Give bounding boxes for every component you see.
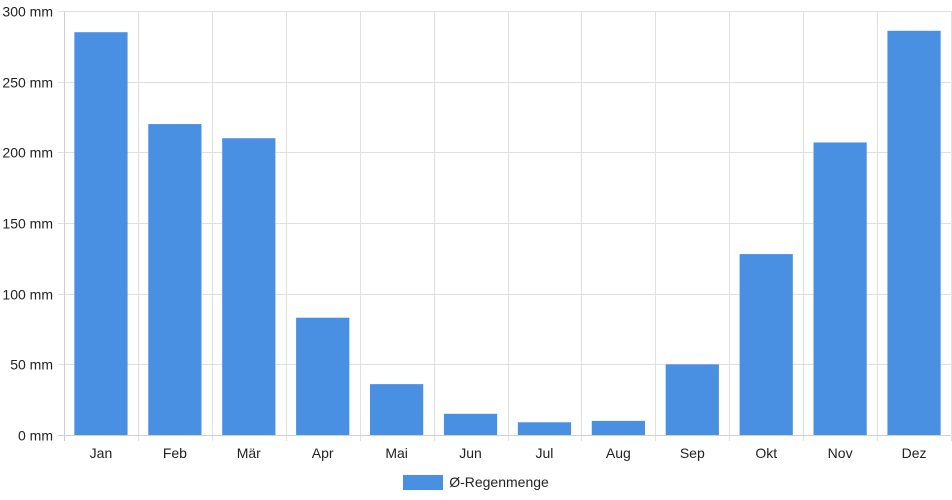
x-tick-label: Apr: [312, 445, 334, 461]
bars: [74, 30, 941, 436]
x-tick-label: Okt: [755, 445, 777, 461]
y-tick-label: 100 mm: [2, 287, 53, 303]
bar-Jul[interactable]: [517, 422, 572, 435]
y-tick-label: 250 mm: [2, 75, 53, 91]
y-tick-label: 300 mm: [2, 4, 53, 20]
legend[interactable]: Ø-Regenmenge: [0, 472, 952, 492]
bar-Jan[interactable]: [74, 32, 128, 435]
axes: [58, 11, 951, 441]
bar-Dez[interactable]: [887, 30, 941, 435]
grid-lines: [58, 11, 952, 441]
bar-Apr[interactable]: [296, 317, 350, 435]
bar-Nov[interactable]: [813, 142, 867, 435]
y-tick-label: 50 mm: [10, 357, 53, 373]
bar-Jun[interactable]: [443, 413, 498, 435]
bar-Mai[interactable]: [370, 384, 424, 435]
x-tick-label: Jan: [90, 445, 113, 461]
legend-swatch: [403, 474, 444, 490]
bar-Aug[interactable]: [591, 420, 645, 435]
x-tick-label: Jul: [536, 445, 554, 461]
y-tick-label: 200 mm: [2, 145, 53, 161]
x-tick-label: Nov: [828, 445, 853, 461]
bar-Mär[interactable]: [222, 138, 276, 435]
x-tick-label: Feb: [163, 445, 187, 461]
bar-Sep[interactable]: [665, 364, 719, 435]
y-tick-label: 150 mm: [2, 216, 53, 232]
x-tick-label: Mai: [385, 445, 408, 461]
y-axis-tick-labels: 0 mm 50 mm 100 mm 150 mm 200 mm 250 mm 300 mm: [2, 4, 53, 444]
x-tick-label: Aug: [606, 445, 631, 461]
x-tick-label: Jun: [459, 445, 482, 461]
bar-Feb[interactable]: [148, 124, 202, 436]
x-tick-label: Sep: [680, 445, 705, 461]
y-tick-label: 0 mm: [18, 428, 53, 444]
x-tick-label: Mär: [237, 445, 261, 461]
legend-label: Ø-Regenmenge: [449, 474, 549, 490]
x-tick-label: Dez: [902, 445, 927, 461]
x-axis-tick-labels: Jan Feb Mär Apr Mai Jun Jul Aug Sep Okt Nov Dez: [90, 445, 927, 461]
bar-Okt[interactable]: [739, 254, 793, 435]
